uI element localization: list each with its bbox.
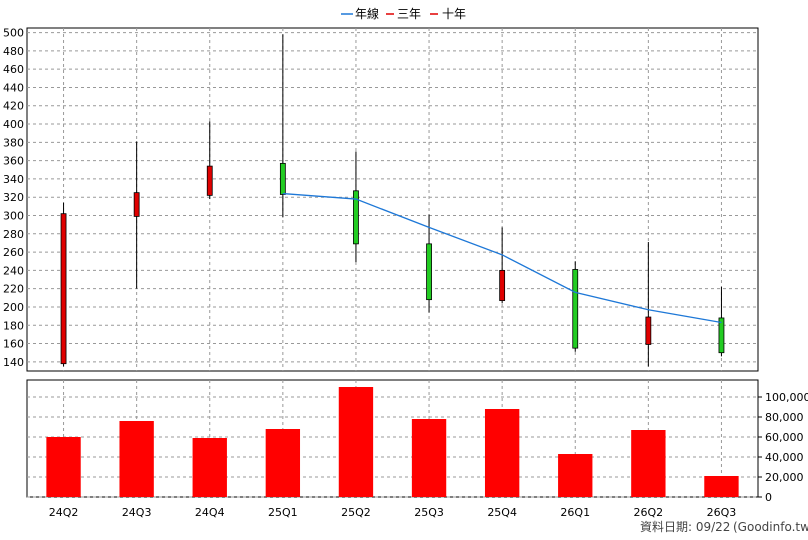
price-y-tick-label: 320: [3, 191, 24, 204]
volume-y-tick-label: 80,000: [765, 411, 804, 424]
price-y-tick-label: 140: [3, 356, 24, 369]
candle-body: [353, 190, 359, 245]
price-y-tick-label: 280: [3, 228, 24, 241]
x-tick-label: 25Q1: [268, 506, 298, 519]
x-tick-label: 25Q3: [414, 506, 444, 519]
price-y-tick-label: 180: [3, 319, 24, 332]
volume-bar: [192, 438, 227, 497]
legend-label-three-year: 三年: [397, 7, 421, 21]
candle-body: [645, 316, 652, 345]
x-tick-label: 26Q1: [560, 506, 590, 519]
price-y-tick-label: 260: [3, 246, 24, 259]
volume-y-tick-label: 40,000: [765, 451, 804, 464]
volume-bar: [46, 437, 81, 497]
x-tick-label: 24Q3: [122, 506, 152, 519]
volume-y-tick-label: 60,000: [765, 431, 804, 444]
candle-body: [279, 162, 286, 195]
price-y-tick-label: 300: [3, 210, 24, 223]
volume-y-tick-label: 20,000: [765, 471, 804, 484]
volume-bar: [338, 387, 374, 497]
price-y-tick-label: 360: [3, 155, 24, 168]
candle-body: [718, 317, 725, 354]
price-y-tick-label: 160: [3, 338, 24, 351]
volume-y-tick-label: 0: [765, 491, 772, 504]
volume-bar: [265, 429, 301, 497]
price-y-tick-label: 400: [3, 118, 24, 131]
volume-bar: [484, 409, 520, 497]
legend-label-ten-year: 十年: [442, 7, 466, 21]
legend-label-year-line: 年線: [355, 6, 379, 21]
candle-body: [60, 213, 67, 365]
year-line-series: [282, 192, 722, 324]
price-y-tick-label: 480: [3, 45, 24, 58]
price-y-tick-label: 460: [3, 63, 24, 76]
price-panel: 140 160 180 200 220 240 260 280 300 320 340 360 380 4…: [3, 27, 759, 372]
candle-body: [426, 243, 432, 301]
candle-body: [206, 165, 213, 196]
legend: 年線 三年 十年: [341, 6, 466, 21]
candle-body: [572, 269, 579, 349]
x-tick-label: 24Q2: [49, 506, 79, 519]
price-y-tick-label: 380: [3, 136, 24, 149]
volume-y-tick-label: 100,000: [765, 391, 808, 404]
footer-date-label: 資料日期: 09/22: [640, 520, 730, 534]
x-tick-label: 26Q3: [707, 506, 737, 519]
price-y-tick-label: 240: [3, 264, 24, 277]
price-plot-area: [26, 27, 759, 372]
x-tick-label: 25Q2: [341, 506, 371, 519]
price-y-tick-label: 440: [3, 81, 24, 94]
volume-bar: [704, 476, 739, 497]
candle-body: [499, 269, 506, 301]
candle-body: [133, 192, 140, 217]
x-tick-label: 24Q4: [195, 506, 225, 519]
volume-panel: 0 20,000 40,000 60,000 80,000 100,000 24Q2 24Q3…: [26, 379, 808, 519]
price-y-tick-label: 220: [3, 283, 24, 296]
footer-source: (Goodinfo.tw): [733, 520, 808, 534]
x-tick-label: 26Q2: [634, 506, 664, 519]
volume-bar: [411, 419, 447, 497]
price-y-tick-label: 340: [3, 173, 24, 186]
price-y-tick-label: 200: [3, 301, 24, 314]
volume-bar: [119, 421, 154, 497]
x-tick-label: 25Q4: [487, 506, 517, 519]
price-y-tick-label: 420: [3, 100, 24, 113]
volume-bar: [558, 454, 593, 497]
volume-bar: [631, 430, 666, 497]
price-y-tick-label: 500: [3, 27, 24, 40]
